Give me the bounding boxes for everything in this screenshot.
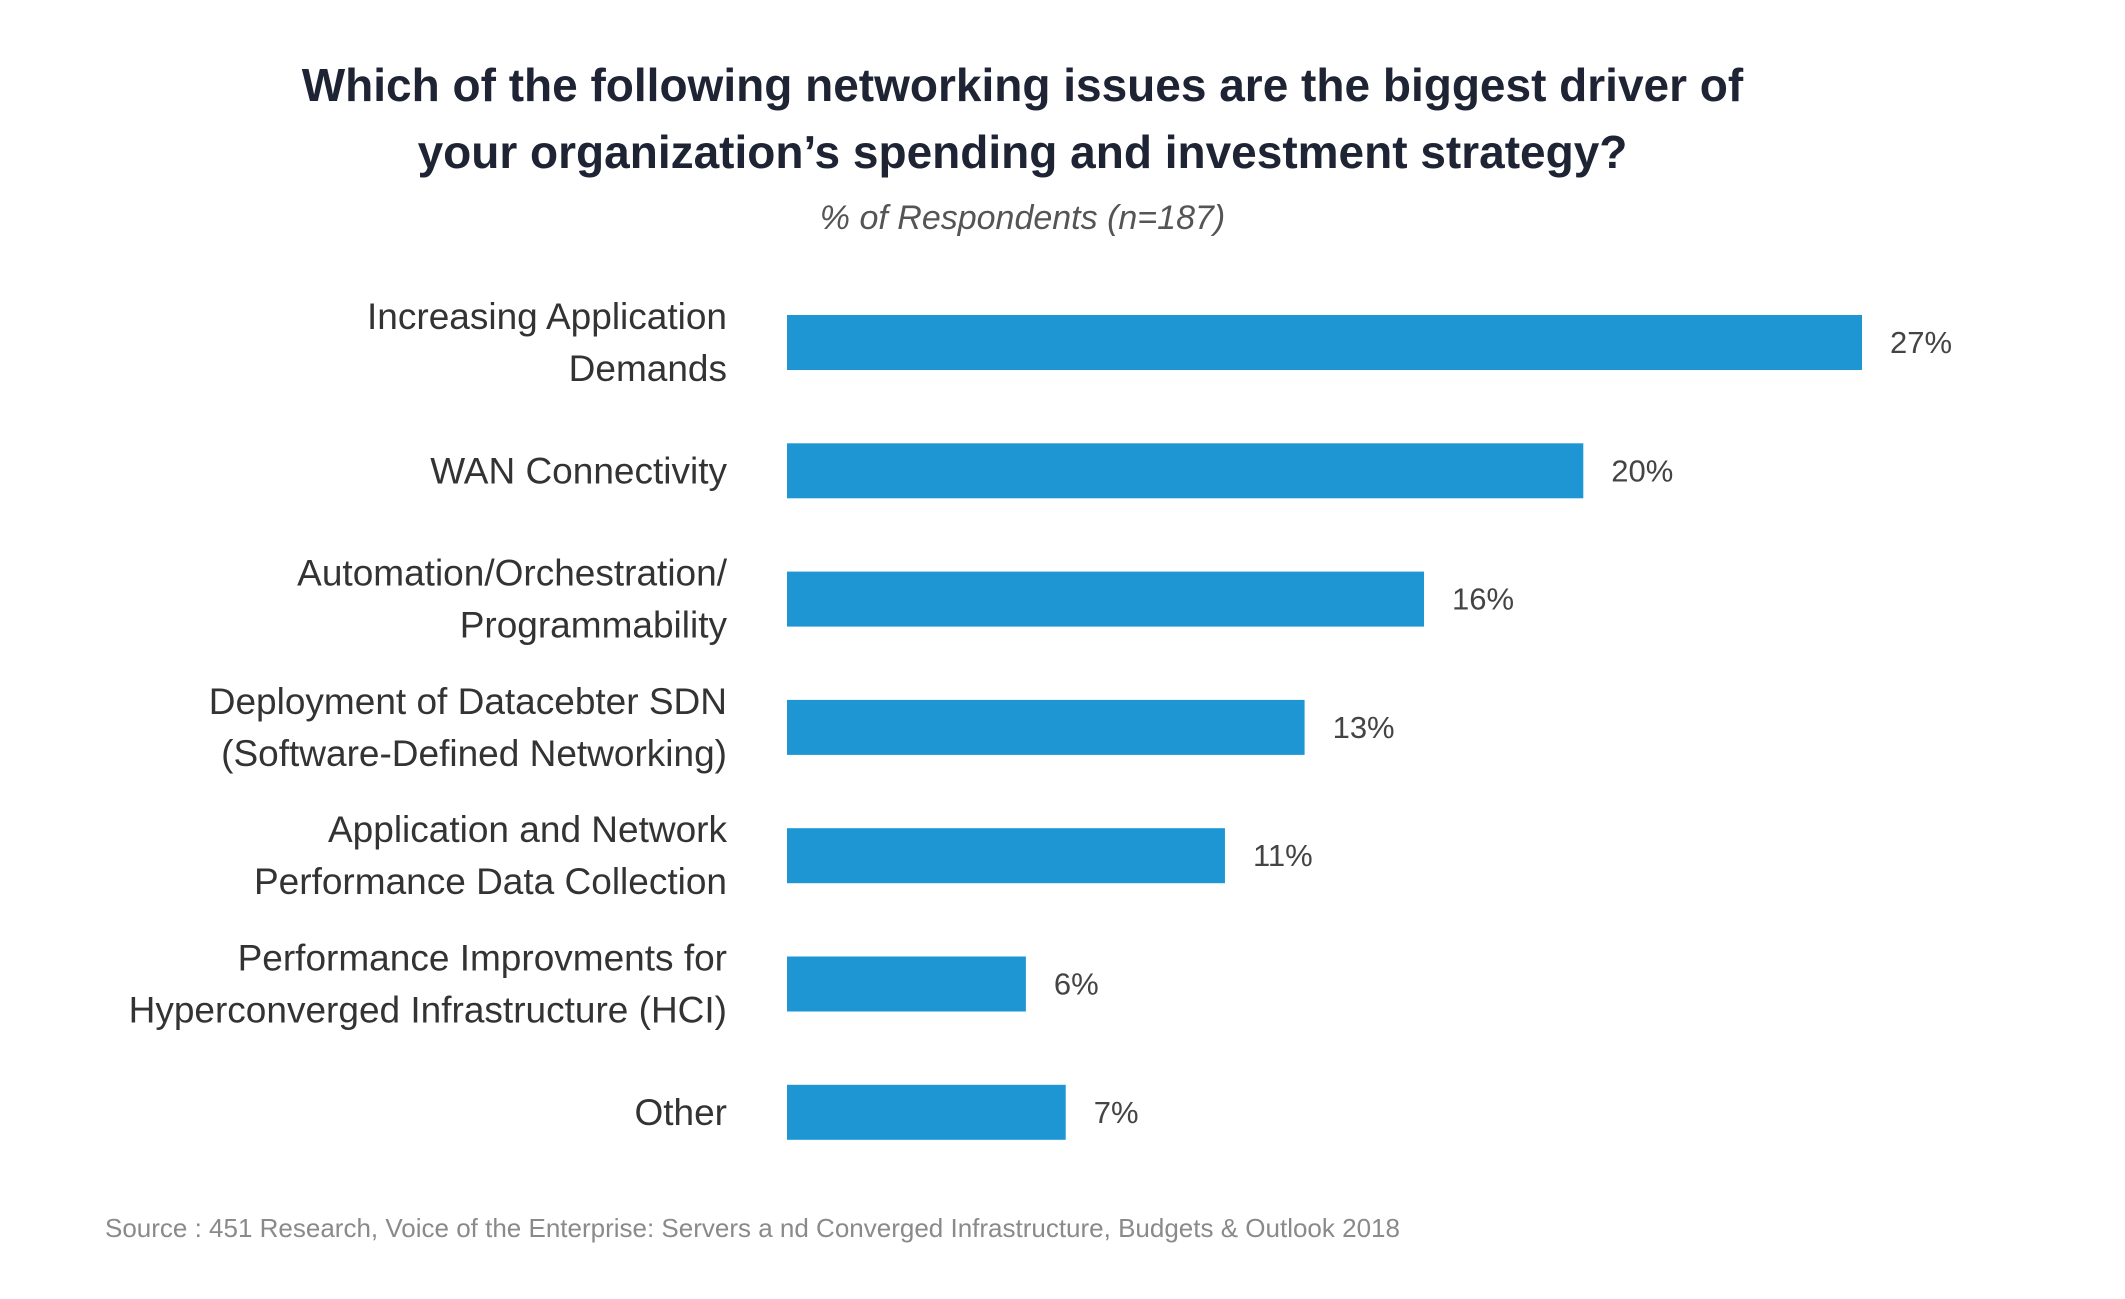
value-label-0: 27%	[1890, 325, 1952, 360]
category-label-1-line-0: WAN Connectivity	[430, 450, 727, 491]
category-label-0-line-1: Demands	[569, 348, 727, 389]
chart-title: Which of the following networking issues…	[0, 52, 2045, 186]
chart-subtitle: % of Respondents (n=187)	[819, 199, 1226, 237]
category-label-3-line-1: (Software-Defined Networking)	[221, 733, 727, 774]
bar-3	[787, 699, 1305, 755]
category-label-4-line-0: Application and Network	[328, 809, 727, 850]
value-label-6: 7%	[1094, 1095, 1139, 1130]
bars-group: 27% Increasing Application Demands 20% WAN C…	[129, 296, 1952, 1140]
chart-title-line-2: your organization’s spending and investm…	[417, 126, 1628, 178]
source-note: Source : 451 Research, Voice of the Ente…	[105, 1213, 1400, 1243]
category-label-0-line-0: Increasing Application	[367, 296, 727, 337]
bar-1	[787, 443, 1584, 499]
bar-0	[787, 315, 1862, 370]
value-label-3: 13%	[1333, 710, 1395, 745]
category-label-5-line-1: Hyperconverged Infrastructure (HCI)	[129, 990, 727, 1031]
category-label-6-line-0: Other	[634, 1092, 727, 1133]
category-label-5-line-0: Performance Improvments for	[238, 938, 727, 979]
category-label-3-line-0: Deployment of Datacebter SDN	[209, 681, 727, 722]
category-label-2-line-0: Automation/Orchestration/	[297, 553, 728, 594]
value-label-1: 20%	[1611, 453, 1673, 488]
bar-4	[787, 828, 1225, 884]
value-label-4: 11%	[1253, 838, 1313, 873]
chart-title-line-1: Which of the following networking issues…	[301, 59, 1744, 111]
category-label-2-line-1: Programmability	[460, 605, 728, 646]
bar-6	[787, 1084, 1066, 1140]
value-label-5: 6%	[1054, 967, 1099, 1002]
bar-5	[787, 956, 1026, 1012]
category-label-4-line-1: Performance Data Collection	[254, 861, 727, 902]
value-label-2: 16%	[1452, 582, 1514, 617]
bar-2	[787, 571, 1425, 627]
